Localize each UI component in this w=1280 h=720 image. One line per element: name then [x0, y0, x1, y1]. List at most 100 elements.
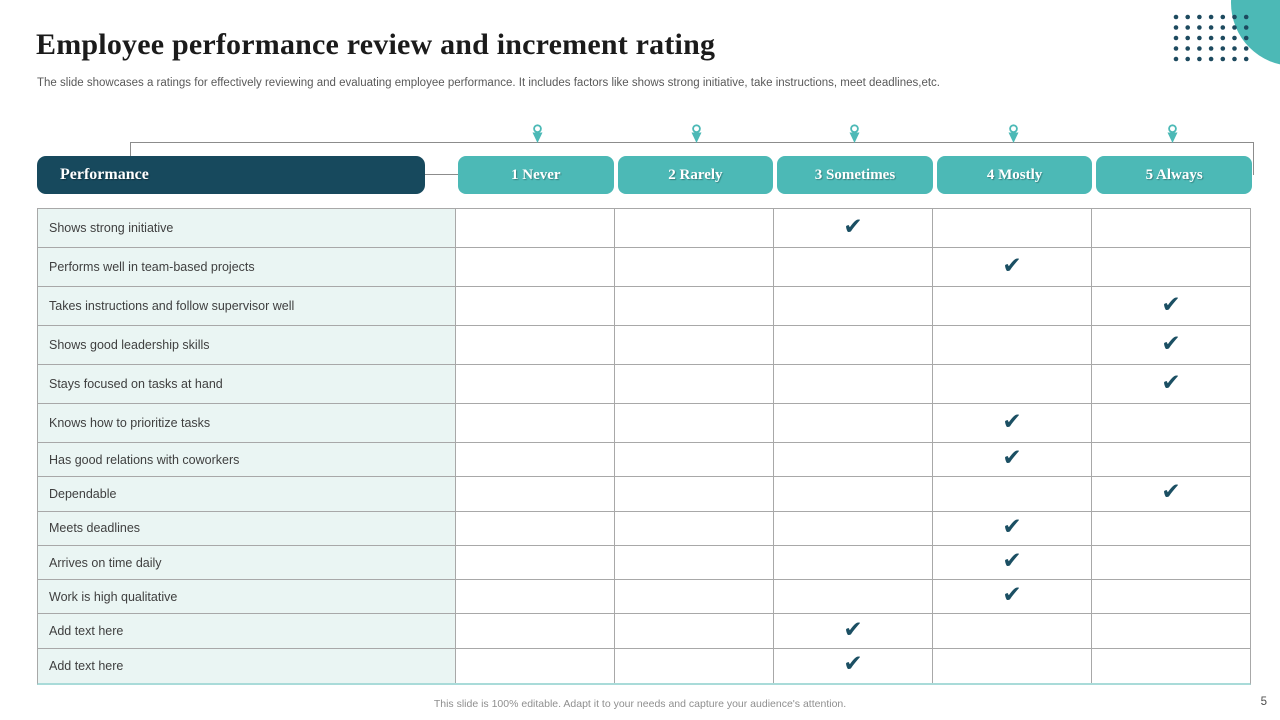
- rating-cell[interactable]: [456, 614, 615, 649]
- rating-header-1-never[interactable]: 1 Never: [458, 156, 614, 194]
- rating-cell[interactable]: [774, 287, 933, 326]
- location-pin-icon: [849, 124, 860, 143]
- rating-cell[interactable]: [1092, 545, 1250, 581]
- rating-cell[interactable]: ✔: [774, 614, 933, 649]
- checkmark-icon: ✔: [1161, 290, 1181, 317]
- rating-cell[interactable]: [456, 477, 615, 512]
- rating-cell[interactable]: [1092, 580, 1250, 615]
- row-label: Shows strong initiative: [38, 209, 456, 248]
- rating-cell[interactable]: [933, 648, 1092, 684]
- rating-cell[interactable]: [774, 404, 933, 443]
- rating-cell[interactable]: [1092, 443, 1250, 478]
- rating-cell[interactable]: ✔: [1092, 287, 1250, 326]
- rating-cell[interactable]: ✔: [1092, 477, 1250, 512]
- rating-cell[interactable]: [615, 404, 774, 443]
- rating-cell[interactable]: [615, 614, 774, 649]
- rating-cell[interactable]: [933, 614, 1092, 649]
- table-row: Shows good leadership skills ✔: [38, 326, 1250, 365]
- rating-table: Shows strong initiative ✔ Performs well in…: [37, 208, 1251, 686]
- rating-cell[interactable]: [933, 326, 1092, 365]
- pin-row: [458, 124, 1252, 144]
- page-number: 5: [1260, 696, 1267, 708]
- checkmark-icon: ✔: [1161, 329, 1181, 356]
- rating-cell[interactable]: [456, 365, 615, 404]
- rating-cell[interactable]: [615, 545, 774, 581]
- rating-cell[interactable]: [456, 443, 615, 478]
- rating-scale-header: Performance 1 Never 2 Rarely 3 Sometimes 4 …: [37, 156, 1252, 194]
- rating-cell[interactable]: [1092, 614, 1250, 649]
- pin-slot: [617, 124, 776, 144]
- checkmark-icon: ✔: [1002, 547, 1022, 574]
- rating-cell[interactable]: [774, 365, 933, 404]
- rating-header-2-rarely[interactable]: 2 Rarely: [617, 156, 774, 194]
- performance-header-label: Performance: [60, 166, 149, 183]
- rating-cell[interactable]: [456, 287, 615, 326]
- rating-cell[interactable]: [456, 248, 615, 287]
- rating-cell[interactable]: [615, 365, 774, 404]
- rating-cell[interactable]: [456, 511, 615, 546]
- connector-line-right: [1253, 142, 1254, 175]
- rating-cell[interactable]: ✔: [933, 248, 1092, 287]
- dot-grid-decoration: [1173, 14, 1249, 62]
- rating-cell[interactable]: [615, 326, 774, 365]
- rating-cell[interactable]: [456, 209, 615, 248]
- rating-cell[interactable]: [933, 209, 1092, 248]
- rating-cell[interactable]: [933, 287, 1092, 326]
- rating-cell[interactable]: [1092, 404, 1250, 443]
- rating-cell[interactable]: [615, 580, 774, 615]
- checkmark-icon: ✔: [1002, 444, 1022, 471]
- rating-cell[interactable]: ✔: [933, 443, 1092, 478]
- rating-header-3-sometimes[interactable]: 3 Sometimes: [777, 156, 933, 194]
- rating-cell[interactable]: [1092, 209, 1250, 248]
- rating-cell[interactable]: [615, 248, 774, 287]
- rating-cell[interactable]: [774, 580, 933, 615]
- rating-cell[interactable]: [456, 648, 615, 684]
- table-row: Work is high qualitative ✔: [38, 580, 1250, 615]
- rating-cell[interactable]: [615, 477, 774, 512]
- rating-cell[interactable]: [1092, 648, 1250, 684]
- table-row: Arrives on time daily ✔: [38, 545, 1250, 581]
- checkmark-icon: ✔: [1002, 407, 1022, 434]
- rating-cell[interactable]: [933, 477, 1092, 512]
- rating-header-4-mostly[interactable]: 4 Mostly: [936, 156, 1093, 194]
- rating-cell[interactable]: [933, 365, 1092, 404]
- rating-cell[interactable]: ✔: [933, 404, 1092, 443]
- pin-slot: [1093, 124, 1252, 144]
- rating-cell[interactable]: [456, 326, 615, 365]
- checkmark-icon: ✔: [1161, 368, 1181, 395]
- rating-cell[interactable]: [615, 209, 774, 248]
- rating-cell[interactable]: ✔: [1092, 365, 1250, 404]
- checkmark-icon: ✔: [1002, 581, 1022, 608]
- rating-cell[interactable]: [1092, 511, 1250, 546]
- rating-cell[interactable]: ✔: [774, 209, 933, 248]
- table-row: Knows how to prioritize tasks ✔: [38, 404, 1250, 443]
- page-title: Employee performance review and incremen…: [36, 28, 716, 61]
- rating-cell[interactable]: [774, 545, 933, 581]
- table-row: Performs well in team-based projects ✔: [38, 248, 1250, 287]
- rating-header-5-always[interactable]: 5 Always: [1096, 156, 1252, 194]
- row-label: Work is high qualitative: [38, 580, 456, 615]
- location-pin-icon: [691, 124, 702, 143]
- rating-cell[interactable]: ✔: [1092, 326, 1250, 365]
- rating-cell[interactable]: ✔: [933, 545, 1092, 581]
- rating-cell[interactable]: ✔: [933, 511, 1092, 546]
- location-pin-icon: [1008, 124, 1019, 143]
- rating-cell[interactable]: ✔: [933, 580, 1092, 615]
- rating-cell[interactable]: [615, 648, 774, 684]
- rating-cell[interactable]: [774, 477, 933, 512]
- rating-cell[interactable]: [456, 404, 615, 443]
- rating-cell[interactable]: [774, 443, 933, 478]
- rating-header-buttons: 1 Never 2 Rarely 3 Sometimes 4 Mostly 5 Alwa…: [458, 156, 1252, 194]
- rating-cell[interactable]: [774, 248, 933, 287]
- rating-cell[interactable]: [615, 287, 774, 326]
- rating-cell[interactable]: [774, 511, 933, 546]
- rating-cell[interactable]: [615, 511, 774, 546]
- rating-cell[interactable]: [1092, 248, 1250, 287]
- table-row: Add text here ✔: [38, 648, 1250, 684]
- rating-cell[interactable]: ✔: [774, 648, 933, 684]
- row-label: Meets deadlines: [38, 511, 456, 546]
- rating-cell[interactable]: [774, 326, 933, 365]
- rating-cell[interactable]: [456, 545, 615, 581]
- rating-cell[interactable]: [456, 580, 615, 615]
- rating-cell[interactable]: [615, 443, 774, 478]
